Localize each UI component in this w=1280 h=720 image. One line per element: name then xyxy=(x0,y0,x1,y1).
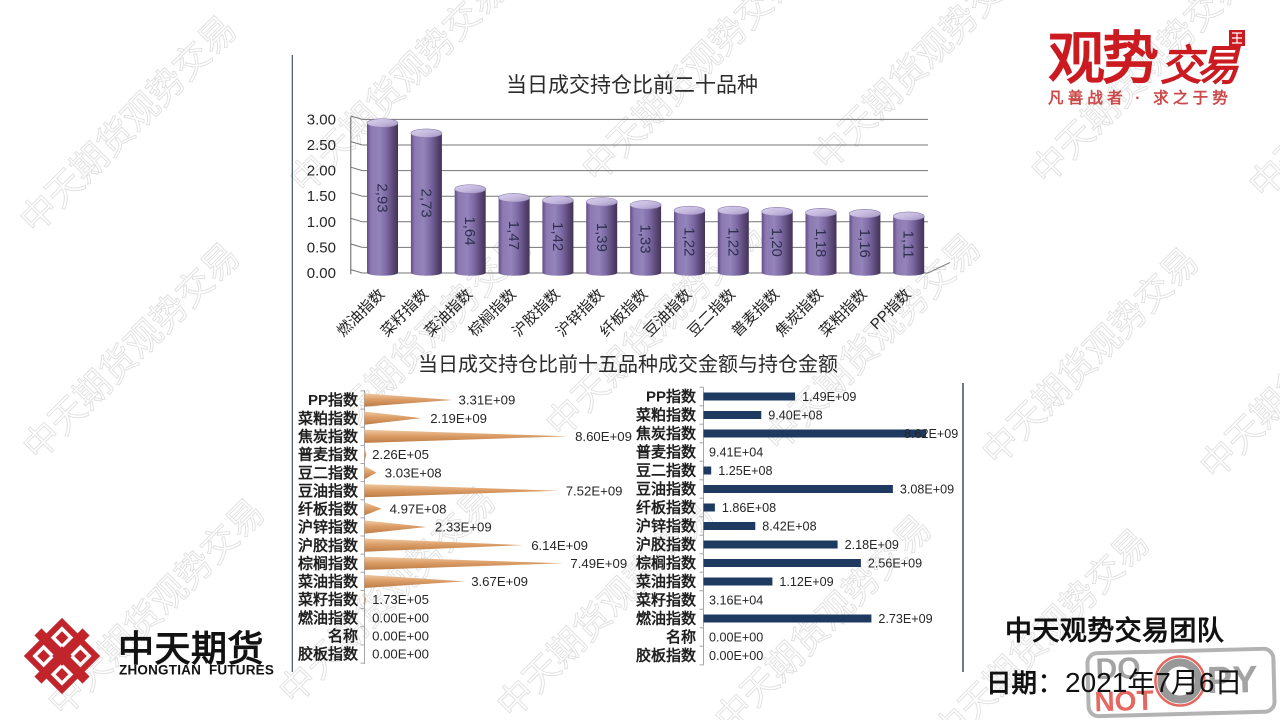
svg-text:焦炭指数: 焦炭指数 xyxy=(297,428,359,446)
svg-text:7.52E+09: 7.52E+09 xyxy=(566,483,623,498)
svg-text:当日成交持仓比前二十品种: 当日成交持仓比前二十品种 xyxy=(506,74,758,97)
svg-text:1,64: 1,64 xyxy=(461,216,478,245)
svg-text:2.00: 2.00 xyxy=(307,163,336,180)
svg-text:凡善战者 · 求之于势: 凡善战者 · 求之于势 xyxy=(1048,88,1232,107)
svg-text:2.33E+09: 2.33E+09 xyxy=(435,520,492,535)
svg-text:DO: DO xyxy=(1095,652,1141,686)
svg-text:3.31E+09: 3.31E+09 xyxy=(459,393,516,408)
svg-text:3.03E+08: 3.03E+08 xyxy=(385,465,442,480)
svg-text:交易: 交易 xyxy=(1160,42,1241,89)
svg-text:2.18E+09: 2.18E+09 xyxy=(845,538,899,552)
svg-text:豆油指数: 豆油指数 xyxy=(298,482,359,500)
svg-text:棕榈指数: 棕榈指数 xyxy=(636,554,697,572)
svg-text:1,11: 1,11 xyxy=(900,231,917,259)
svg-text:豆二指数: 豆二指数 xyxy=(636,462,697,480)
svg-text:3.16E+04: 3.16E+04 xyxy=(709,593,763,607)
svg-text:6.14E+09: 6.14E+09 xyxy=(531,538,588,553)
svg-text:胶板指数: 胶板指数 xyxy=(298,645,359,663)
svg-text:名称: 名称 xyxy=(666,628,696,646)
svg-text:中天期货: 中天期货 xyxy=(118,628,264,669)
svg-text:1,22: 1,22 xyxy=(724,227,741,256)
svg-text:观势: 观势 xyxy=(1048,27,1158,91)
svg-text:1.49E+09: 1.49E+09 xyxy=(802,390,856,404)
svg-text:2.56E+09: 2.56E+09 xyxy=(868,556,922,570)
svg-text:1.00: 1.00 xyxy=(307,214,336,231)
svg-text:1,33: 1,33 xyxy=(637,224,654,253)
svg-text:菜粕指数: 菜粕指数 xyxy=(635,406,697,424)
svg-text:NOT: NOT xyxy=(1094,685,1154,718)
svg-text:PY: PY xyxy=(1206,659,1258,702)
svg-text:PP指数: PP指数 xyxy=(646,388,697,406)
svg-text:1,39: 1,39 xyxy=(593,223,610,252)
svg-text:7.49E+09: 7.49E+09 xyxy=(570,556,627,571)
svg-text:0.00: 0.00 xyxy=(307,265,336,282)
svg-text:9.41E+04: 9.41E+04 xyxy=(709,445,763,459)
svg-text:1.12E+09: 1.12E+09 xyxy=(779,575,833,589)
svg-text:8.60E+09: 8.60E+09 xyxy=(575,429,632,444)
svg-text:菜油指数: 菜油指数 xyxy=(635,573,697,591)
svg-text:沪锌指数: 沪锌指数 xyxy=(298,518,359,536)
svg-text:ZHONGTIAN FUTURES: ZHONGTIAN FUTURES xyxy=(119,663,274,678)
svg-text:0.50: 0.50 xyxy=(307,239,336,256)
svg-text:2,73: 2,73 xyxy=(417,188,434,217)
svg-text:0.00E+00: 0.00E+00 xyxy=(372,647,429,662)
svg-text:焦炭指数: 焦炭指数 xyxy=(635,425,697,443)
svg-text:4.97E+08: 4.97E+08 xyxy=(390,502,447,517)
svg-text:棕榈指数: 棕榈指数 xyxy=(298,555,359,573)
svg-text:1.73E+05: 1.73E+05 xyxy=(372,592,429,607)
svg-text:燃油指数: 燃油指数 xyxy=(636,610,697,628)
svg-text:菜油指数: 菜油指数 xyxy=(297,573,359,591)
svg-text:0.00E+00: 0.00E+00 xyxy=(709,649,763,663)
svg-text:胶板指数: 胶板指数 xyxy=(636,647,697,665)
svg-text:燃油指数: 燃油指数 xyxy=(298,609,359,627)
svg-text:1,22: 1,22 xyxy=(681,227,698,256)
svg-text:豆二指数: 豆二指数 xyxy=(298,464,359,482)
svg-text:8.62E+09: 8.62E+09 xyxy=(904,427,958,441)
svg-text:8.42E+08: 8.42E+08 xyxy=(762,519,816,533)
svg-text:2.19E+09: 2.19E+09 xyxy=(430,411,487,426)
svg-text:纤板指数: 纤板指数 xyxy=(298,500,359,518)
svg-text:菜籽指数: 菜籽指数 xyxy=(297,591,359,609)
svg-text:0.00E+00: 0.00E+00 xyxy=(372,610,429,625)
svg-text:当日成交持仓比前十五品种成交金额与持仓金额: 当日成交持仓比前十五品种成交金额与持仓金额 xyxy=(418,353,838,376)
svg-text:菜籽指数: 菜籽指数 xyxy=(635,591,697,609)
svg-text:普麦指数: 普麦指数 xyxy=(298,446,359,464)
svg-text:纤板指数: 纤板指数 xyxy=(636,499,697,517)
svg-text:3.67E+09: 3.67E+09 xyxy=(471,574,528,589)
svg-text:中天观势交易团队: 中天观势交易团队 xyxy=(1005,615,1225,646)
svg-text:PP指数: PP指数 xyxy=(308,391,359,409)
svg-text:普麦指数: 普麦指数 xyxy=(636,443,697,461)
svg-text:1,42: 1,42 xyxy=(549,222,566,251)
svg-text:沪锌指数: 沪锌指数 xyxy=(636,517,697,535)
svg-text:2.50: 2.50 xyxy=(307,137,336,154)
svg-text:2.26E+05: 2.26E+05 xyxy=(372,447,429,462)
svg-text:豆油指数: 豆油指数 xyxy=(636,480,697,498)
svg-text:1,20: 1,20 xyxy=(768,228,785,257)
svg-text:1.50: 1.50 xyxy=(307,188,336,205)
svg-text:0.00E+00: 0.00E+00 xyxy=(372,629,429,644)
svg-text:9.40E+08: 9.40E+08 xyxy=(768,408,822,422)
svg-text:沪胶指数: 沪胶指数 xyxy=(636,536,697,554)
svg-text:3.00: 3.00 xyxy=(307,111,336,128)
svg-text:0.00E+00: 0.00E+00 xyxy=(709,630,763,644)
svg-text:1.86E+08: 1.86E+08 xyxy=(722,501,776,515)
svg-text:沪胶指数: 沪胶指数 xyxy=(298,536,359,554)
svg-text:菜粕指数: 菜粕指数 xyxy=(297,409,359,427)
svg-text:1.25E+08: 1.25E+08 xyxy=(718,464,772,478)
svg-text:1,16: 1,16 xyxy=(856,229,873,258)
svg-text:日期：2021年7月6日: 日期：2021年7月6日 xyxy=(986,667,1242,698)
svg-text:名称: 名称 xyxy=(328,627,358,645)
svg-text:3.08E+09: 3.08E+09 xyxy=(900,482,954,496)
svg-text:1,47: 1,47 xyxy=(505,221,522,250)
svg-text:2.73E+09: 2.73E+09 xyxy=(878,612,932,626)
svg-text:2,93: 2,93 xyxy=(374,183,391,212)
svg-text:1,18: 1,18 xyxy=(812,228,829,257)
